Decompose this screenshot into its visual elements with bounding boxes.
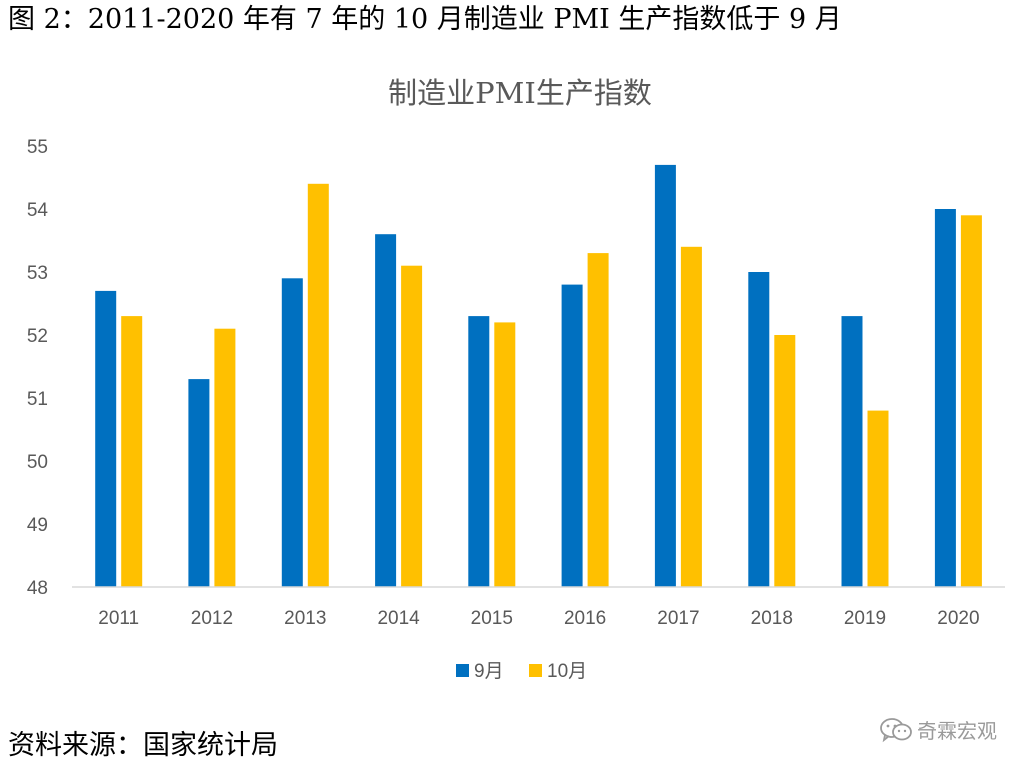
bar-2020-9月 [934,209,956,587]
bar-2019-9月 [841,316,863,587]
x-axis-tick-labels: 2011 2012 2013 2014 2015 2016 2017 2018 2019 2020 [98,608,979,629]
y-tick-label: 48 [27,578,48,599]
watermark-label: 奇霖宏观 [917,719,997,743]
source-note: 资料来源：国家统计局 [8,730,278,761]
bar-2017-9月 [654,164,676,587]
legend-label-10月: 10月 [547,661,587,682]
bar-2012-9月 [188,379,210,587]
x-tick-label: 2014 [377,608,420,629]
x-tick-label: 2020 [937,608,979,629]
y-tick-label: 52 [27,326,48,347]
bar-2016-9月 [561,284,583,587]
bar-2020-10月 [960,215,982,588]
x-tick-label: 2013 [284,608,326,629]
y-tick-label: 55 [27,137,48,158]
x-tick-label: 2017 [657,608,699,629]
bar-2011-9月 [95,290,117,587]
bar-2014-9月 [375,234,397,587]
x-tick-label: 2019 [844,608,886,629]
bar-2019-10月 [867,410,889,587]
bar-2015-9月 [468,316,490,587]
watermark: 奇霖宏观 [879,715,997,744]
legend-swatch-10月 [529,664,542,677]
x-tick-label: 2018 [751,608,793,629]
wechat-icon [880,717,912,742]
x-tick-label: 2016 [564,608,606,629]
bar-2013-9月 [281,278,303,587]
y-tick-label: 50 [27,452,48,473]
bar-2018-9月 [748,272,770,587]
bar-2016-10月 [587,253,609,587]
bars-group [95,164,982,588]
chart-title: 制造业PMI生产指数 [388,76,652,110]
x-tick-label: 2015 [471,608,513,629]
y-tick-label: 49 [27,515,48,536]
y-tick-label: 51 [27,389,48,410]
legend-label-9月: 9月 [474,661,504,682]
bar-chart: 制造业PMI生产指数 48 49 50 51 52 53 54 55 2011 2012 2013… [27,76,1005,682]
figure-caption: 图 2：2011-2020 年有 7 年的 10 月制造业 PMI 生产指数低于… [8,4,842,35]
legend: 9月 10月 [456,661,587,682]
x-tick-label: 2011 [98,608,139,629]
bar-2013-10月 [307,183,329,588]
y-tick-label: 53 [27,263,48,284]
legend-swatch-9月 [456,664,469,677]
x-tick-label: 2012 [191,608,233,629]
bar-2014-10月 [401,265,423,587]
bar-2011-10月 [121,316,143,587]
bar-2017-10月 [680,246,702,588]
y-tick-label: 54 [27,200,49,221]
bar-2018-10月 [774,335,796,587]
y-axis-tick-labels: 48 49 50 51 52 53 54 55 [27,137,49,599]
bar-2012-10月 [214,328,236,587]
bar-2015-10月 [494,322,516,587]
